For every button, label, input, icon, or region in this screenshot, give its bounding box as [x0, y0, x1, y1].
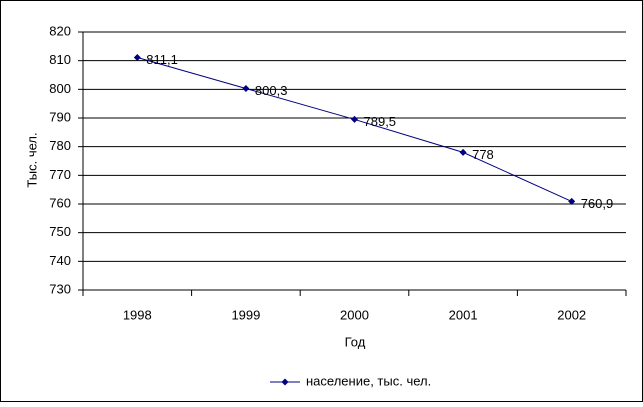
y-tick-label: 730	[49, 281, 71, 296]
y-tick-label: 740	[49, 253, 71, 268]
x-tick-label: 2001	[449, 307, 478, 322]
marker	[351, 115, 358, 123]
legend-marker	[281, 378, 289, 386]
y-tick-label: 780	[49, 138, 71, 153]
marker	[459, 148, 467, 156]
y-tick-label: 770	[49, 167, 71, 182]
x-tick-label: 1998	[123, 307, 152, 322]
data-label: 789,5	[364, 114, 397, 129]
y-tick-label: 760	[49, 195, 71, 210]
y-tick-label: 800	[49, 81, 71, 96]
data-label: 800,3	[255, 83, 288, 98]
x-tick-label: 2002	[557, 307, 586, 322]
x-axis-title: Год	[345, 334, 366, 349]
y-tick-label: 810	[49, 52, 71, 67]
y-axis-title: Тыс. чел.	[24, 132, 39, 187]
y-tick-label: 750	[49, 224, 71, 239]
marker	[133, 54, 141, 62]
x-tick-label: 2000	[340, 307, 369, 322]
data-label: 811,1	[146, 52, 178, 67]
x-tick-label: 1999	[231, 307, 260, 322]
y-tick-label: 790	[49, 109, 71, 124]
marker	[242, 84, 250, 92]
data-label: 778	[472, 147, 494, 162]
legend-label: население, тыс. чел.	[306, 373, 431, 388]
data-label: 760,9	[581, 196, 614, 211]
marker	[568, 197, 576, 205]
y-tick-label: 820	[49, 23, 71, 38]
